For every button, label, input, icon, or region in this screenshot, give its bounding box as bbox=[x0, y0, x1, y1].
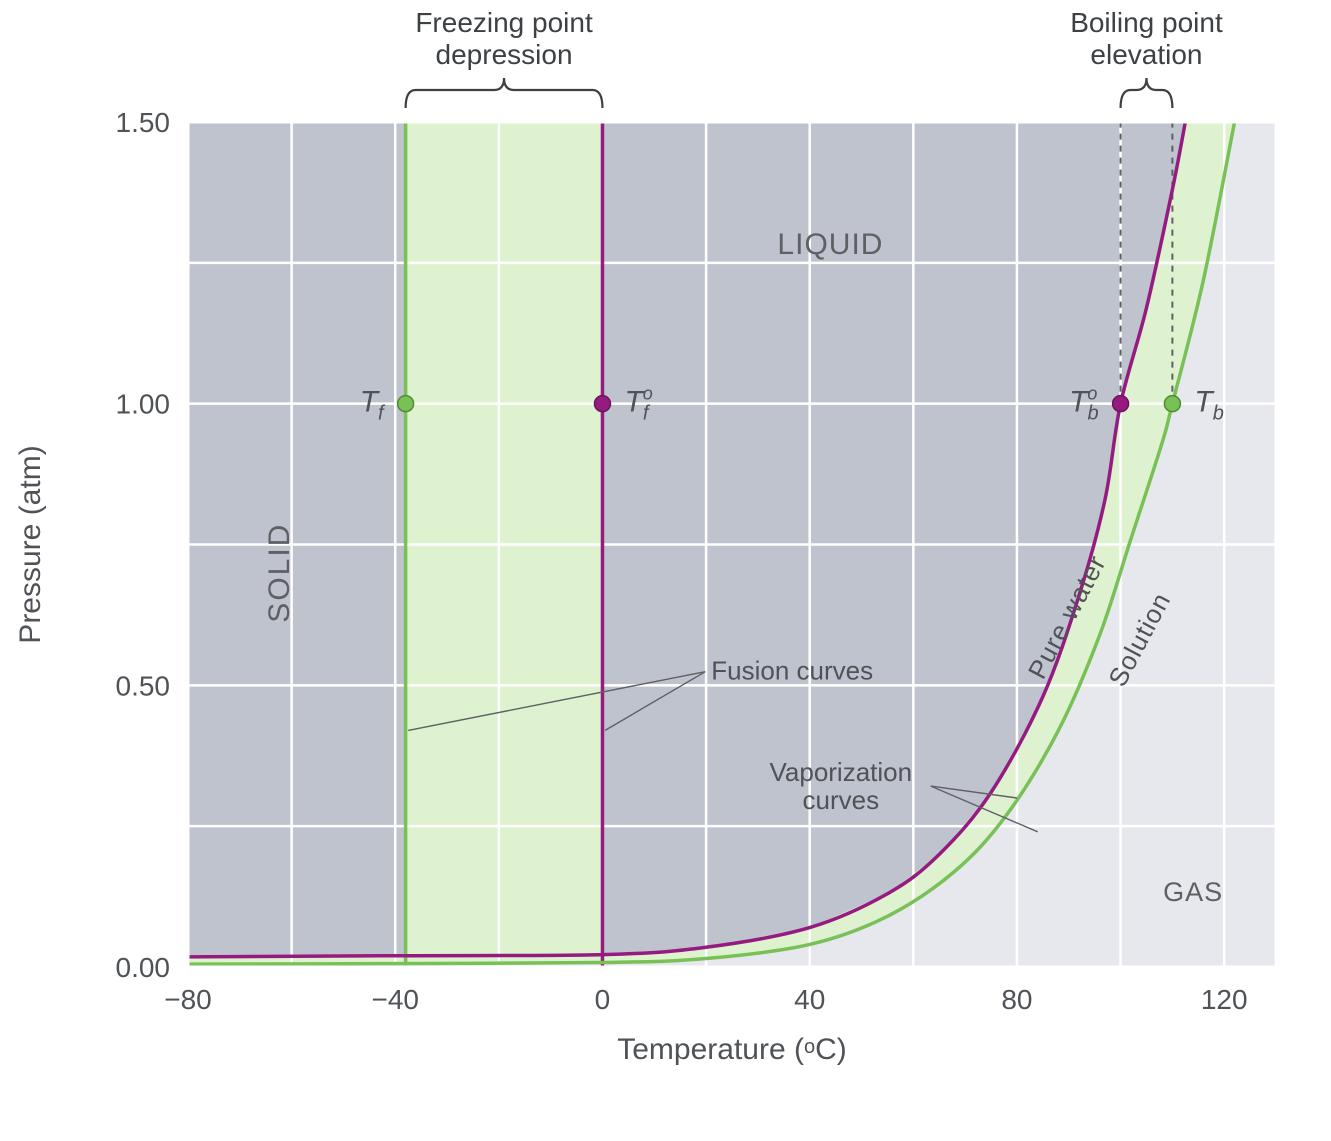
xtick-label: 40 bbox=[794, 984, 825, 1015]
ytick-label: 0.50 bbox=[116, 670, 171, 701]
label-Tb0: Tob bbox=[1069, 384, 1098, 425]
point-Tf bbox=[398, 396, 414, 412]
point-Tb bbox=[1164, 396, 1180, 412]
xtick-label: 80 bbox=[1001, 984, 1032, 1015]
xtick-label: 120 bbox=[1201, 984, 1248, 1015]
xtick-label: −40 bbox=[371, 984, 419, 1015]
label-boiling-title: Boiling pointelevation bbox=[1070, 7, 1223, 70]
label-freezing-title: Freezing pointdepression bbox=[415, 7, 593, 70]
xtick-label: −80 bbox=[164, 984, 212, 1015]
ytick-label: 1.00 bbox=[116, 389, 171, 420]
label-gas: GAS bbox=[1163, 877, 1223, 907]
phase-diagram-svg: SOLIDLIQUIDGASPure waterSolutionTfTofTob… bbox=[0, 0, 1331, 1141]
phase-diagram-figure: SOLIDLIQUIDGASPure waterSolutionTfTofTob… bbox=[0, 0, 1331, 1141]
label-solid: SOLID bbox=[263, 523, 296, 623]
ytick-label: 1.50 bbox=[116, 107, 171, 138]
y-axis-title: Pressure (atm) bbox=[14, 445, 47, 643]
plot-area bbox=[188, 122, 1276, 967]
label-liquid: LIQUID bbox=[777, 228, 883, 261]
point-Tf0 bbox=[594, 396, 610, 412]
xtick-label: 0 bbox=[595, 984, 611, 1015]
ytick-label: 0.00 bbox=[116, 952, 171, 983]
point-Tb0 bbox=[1113, 396, 1129, 412]
label-fusion-curves: Fusion curves bbox=[711, 656, 873, 686]
